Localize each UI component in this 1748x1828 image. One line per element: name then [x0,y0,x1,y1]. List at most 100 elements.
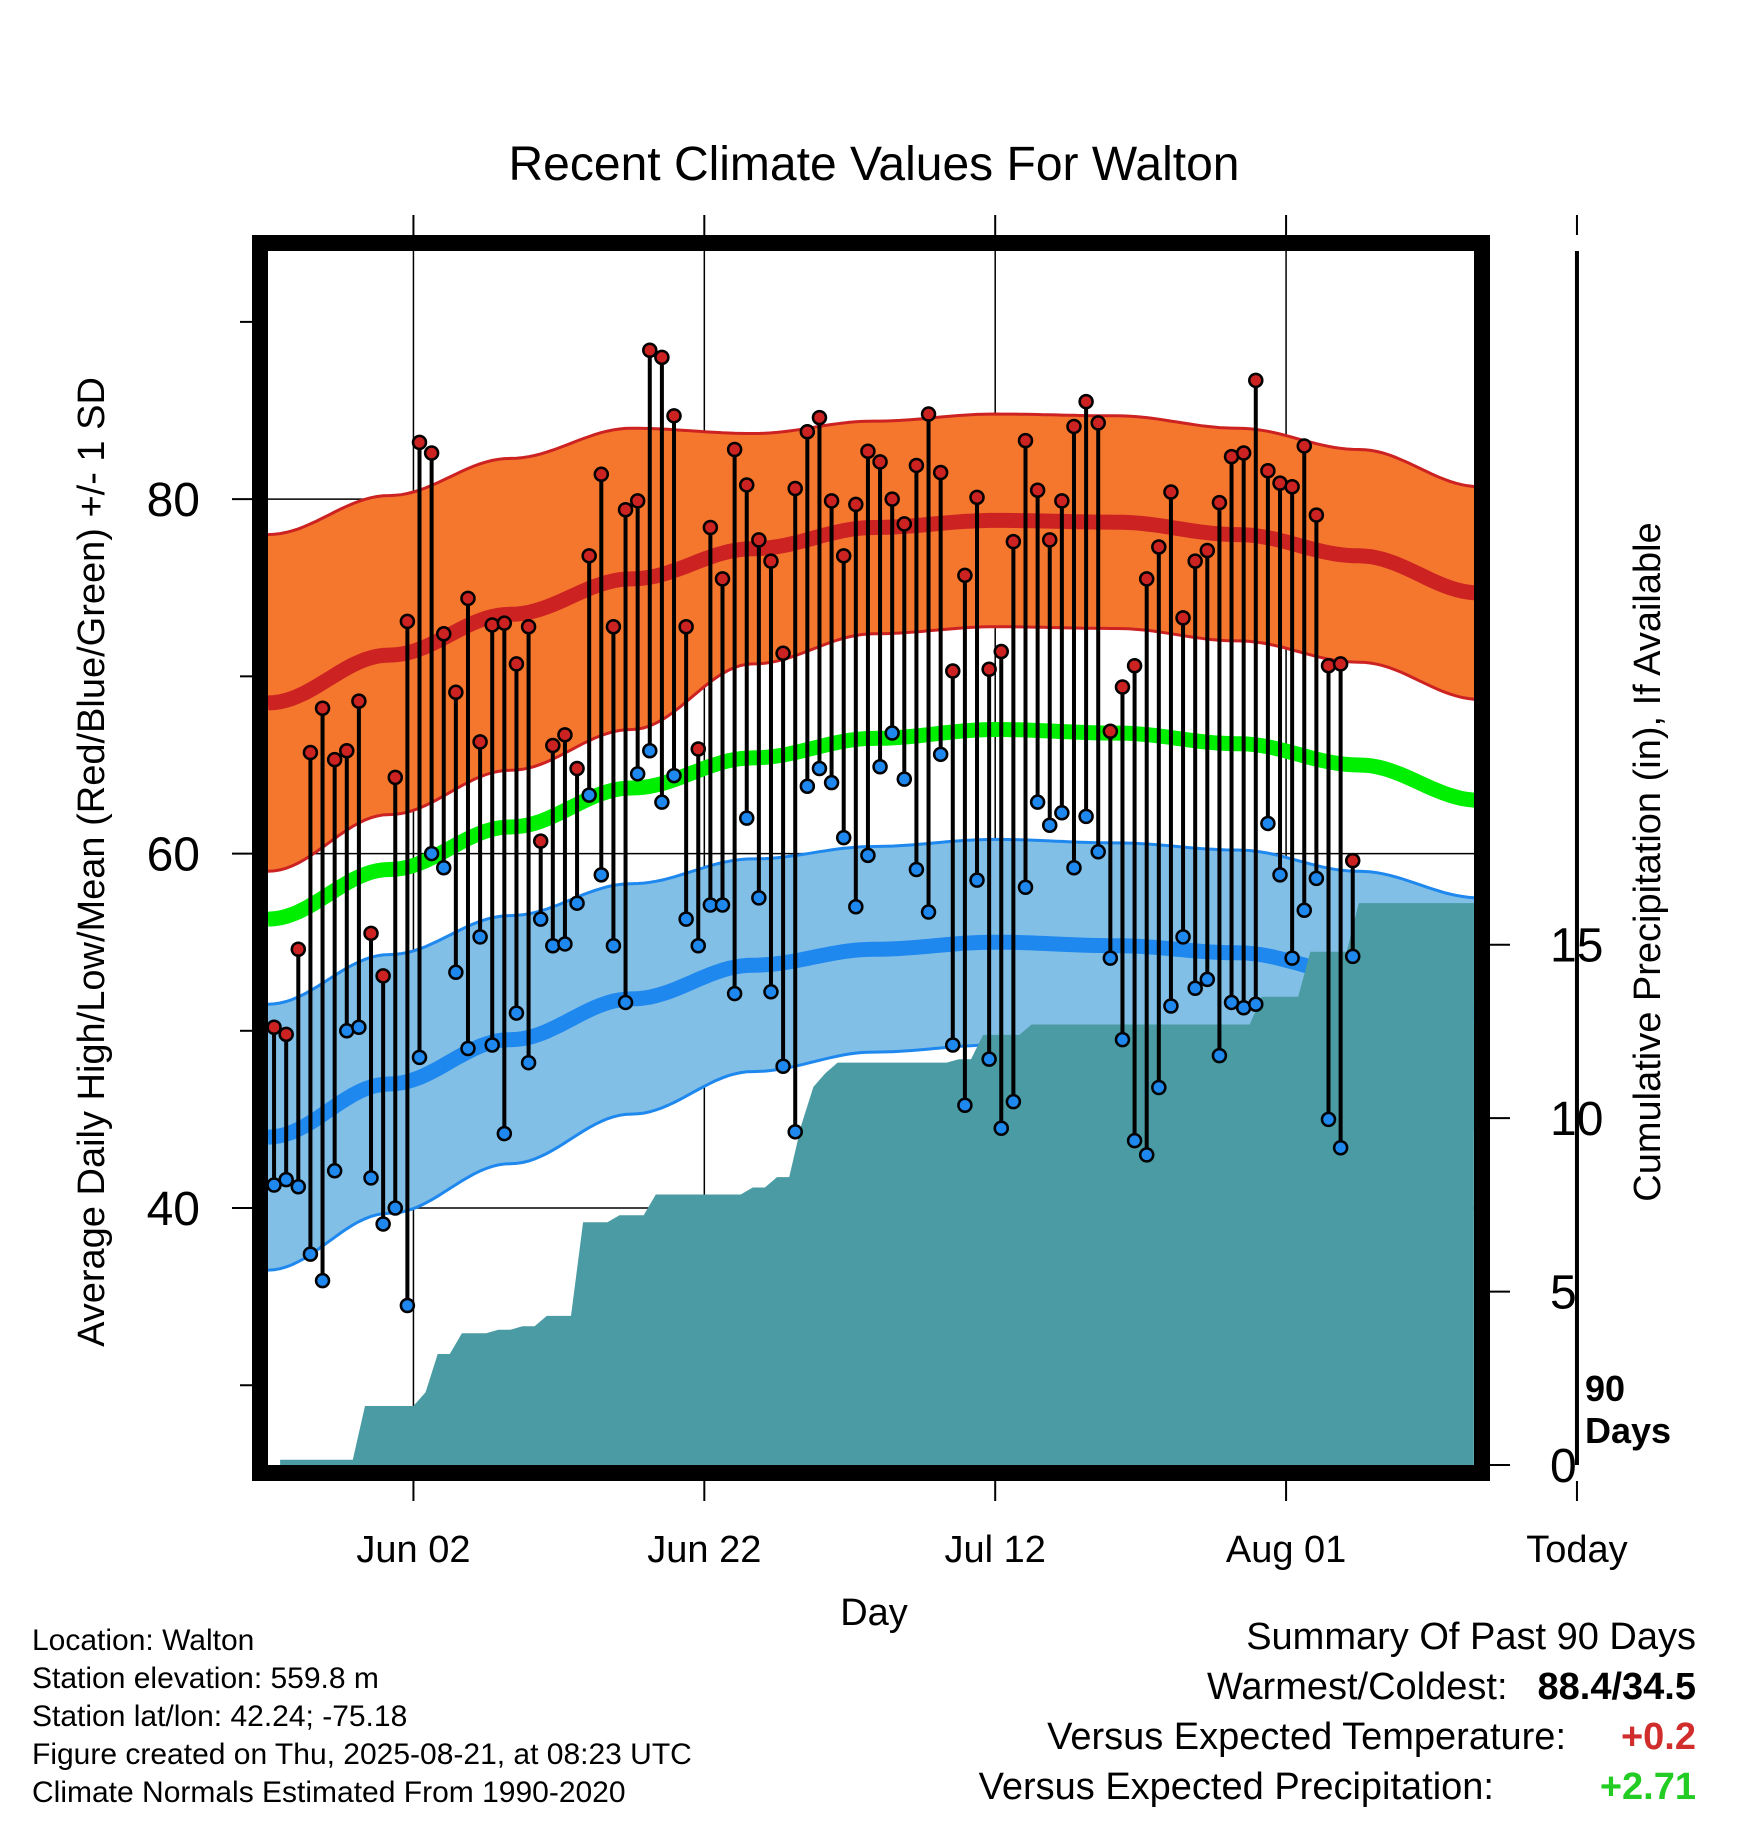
precip-label: Versus Expected Precipitation: [978,1766,1494,1808]
temp-value: +0.2 [1620,1716,1696,1758]
observed-high-point [1041,532,1058,548]
observed-low-point [993,1120,1010,1137]
y2-tick-label: 0 [1550,1440,1577,1493]
x-tick-label: Today [1526,1529,1627,1571]
observed-low-point [1102,950,1119,966]
observed-low-point [351,1019,367,1036]
x-tick-label: Aug 01 [1226,1529,1346,1571]
observed-high-point [811,409,828,426]
observed-high-point [508,656,525,672]
observed-high-point [666,408,682,424]
observed-low-point [302,1246,319,1262]
observed-high-point [290,941,307,958]
high-normal-line [268,512,1474,711]
high-sd-lower-line [268,625,1474,873]
y-axis-label: Average Daily High/Low/Mean (Red/Blue/Gr… [71,377,113,1347]
observed-low-point [617,994,634,1011]
observed-low-point [520,1054,537,1071]
observed-high-point [1235,445,1252,461]
observed-low-point [1138,1147,1155,1163]
observed-low-point [1041,817,1058,833]
observed-high-point [702,519,719,536]
observed-low-point [884,725,900,741]
observed-low-point [1260,815,1276,832]
warm-cold-value: 88.4/34.5 [1537,1666,1696,1708]
observed-low-point [1284,950,1300,966]
precip-value: +2.71 [1599,1766,1696,1808]
observed-high-point [738,477,755,493]
observed-low-point [678,911,694,927]
observed-high-point [642,342,658,358]
observed-low-point [896,771,913,787]
observed-low-point [860,847,876,864]
observed-low-point [1296,902,1313,919]
summary-temp-row: Versus Expected Temperature: +0.2 [979,1712,1696,1762]
observed-high-point [472,734,488,750]
observed-low-point [1187,980,1203,997]
y2-tick-label: 10 [1550,1093,1603,1146]
mean-normal-line [268,722,1474,927]
observed-high-point [872,454,888,470]
observed-high-point [848,496,864,513]
y2-tick-label: 5 [1550,1267,1577,1320]
observed-high-point [1320,657,1337,674]
observed-low-point [642,743,658,759]
observed-low-point [399,1297,416,1314]
info-elevation: Station elevation: 559.8 m [32,1662,379,1695]
observed-high-point [268,1019,282,1035]
observed-low-point [1114,1031,1131,1048]
observed-low-point [1175,929,1191,945]
observed-high-point [1344,852,1361,869]
observed-high-point [605,618,622,635]
info-latlon: Station lat/lon: 42.24; -75.18 [32,1700,408,1733]
observed-high-point [1017,432,1034,449]
observed-high-point [1260,463,1276,479]
observed-low-point [629,766,646,782]
observed-high-point [1332,656,1349,672]
observed-high-point [387,769,404,786]
observed-high-point [375,968,391,984]
observed-high-point [1102,723,1119,740]
observed-low-point [848,898,864,915]
observed-low-point [532,911,549,927]
observed-low-point [957,1097,973,1113]
observed-low-point [666,767,682,784]
observed-high-point [520,618,537,635]
observed-low-point [763,984,779,1000]
observed-high-point [1296,438,1313,454]
observed-high-point [981,661,997,678]
observed-high-point [399,613,416,630]
observed-high-point [1248,372,1264,389]
observed-low-point [920,904,937,920]
x-tick-label: Jun 22 [647,1529,761,1571]
observed-low-point [581,787,597,803]
observed-high-point [787,480,803,497]
y-tick-label: 80 [147,474,200,527]
observed-low-point [1078,808,1094,825]
observed-low-point [326,1163,343,1179]
observed-high-point [932,464,949,481]
observed-low-point [811,760,828,777]
observed-high-point [1175,610,1191,626]
observed-low-point [448,964,464,981]
observed-low-point [1272,867,1288,883]
observed-high-point [751,532,767,548]
observed-low-point [969,872,985,888]
observed-low-point [726,985,743,1002]
observed-low-point [1211,1047,1228,1064]
observed-high-point [532,833,549,849]
chart-title: Recent Climate Values For Walton [509,138,1240,191]
observed-high-point [920,406,937,422]
observed-low-point [605,937,622,954]
temp-label: Versus Expected Temperature: [1047,1716,1566,1758]
observed-low-point [751,890,767,906]
observed-low-point [423,845,440,862]
observed-low-point [1163,998,1179,1014]
observed-high-point [496,615,513,631]
precip-area [280,903,1474,1465]
observed-high-point [629,493,646,509]
observed-low-point [1332,1140,1349,1156]
observed-high-point [302,744,319,761]
observed-high-point [1066,418,1082,435]
